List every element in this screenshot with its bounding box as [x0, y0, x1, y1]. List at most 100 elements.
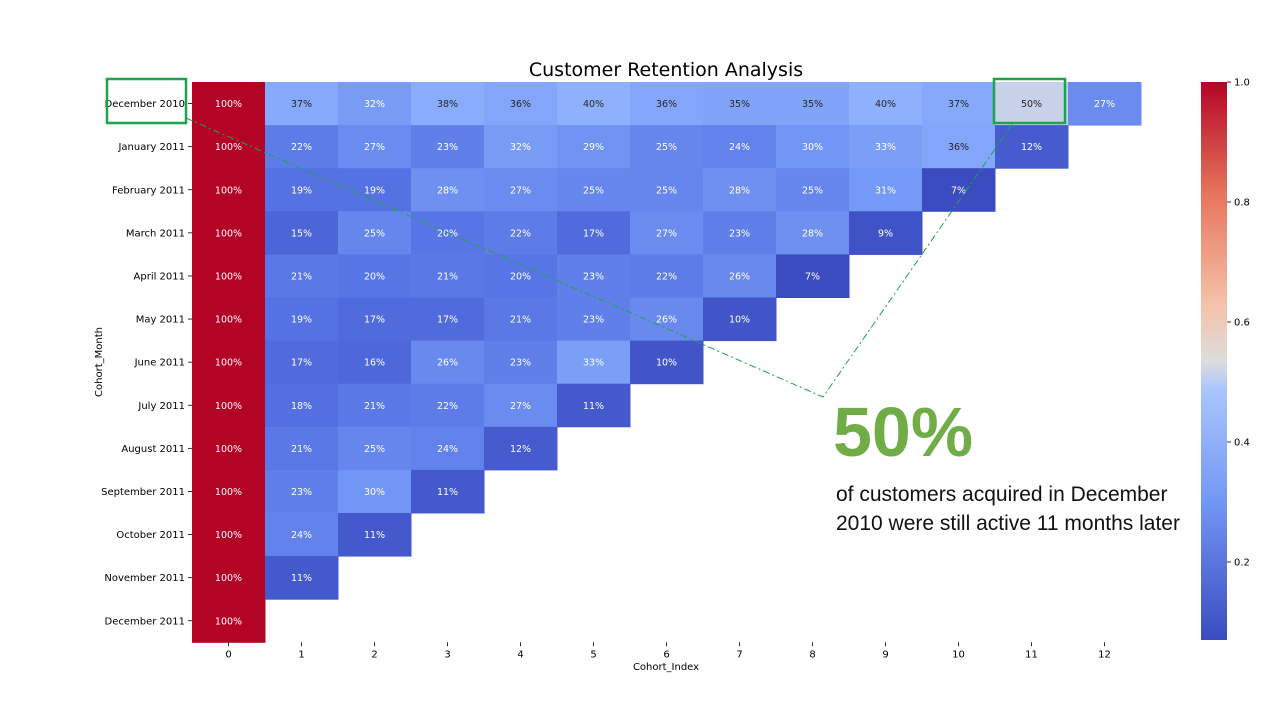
cell-value-label: 100% — [215, 315, 242, 326]
cell-value-label: 27% — [510, 185, 531, 196]
cell-value-label: 12% — [510, 444, 531, 455]
x-tick-label: 0 — [225, 649, 231, 660]
cell-value-label: 22% — [656, 271, 677, 282]
heatmap-cell — [484, 125, 558, 169]
x-tick-label: 10 — [952, 649, 965, 660]
heatmap-cell — [265, 426, 339, 471]
cell-value-label: 11% — [437, 487, 458, 498]
cell-value-label: 10% — [729, 315, 750, 326]
cell-value-label: 23% — [291, 487, 312, 498]
heatmap-cell — [776, 254, 850, 298]
heatmap-cell — [411, 254, 485, 298]
cell-value-label: 17% — [583, 228, 604, 239]
x-tick-label: 6 — [663, 649, 669, 660]
cell-value-label: 100% — [215, 487, 242, 498]
heatmap-cell — [776, 211, 850, 255]
heatmap-cell — [192, 297, 266, 342]
chart-title: Customer Retention Analysis — [529, 59, 803, 81]
cell-value-label: 26% — [656, 315, 677, 326]
y-tick-label: December 2010 — [105, 99, 185, 110]
x-tick-label: 5 — [590, 649, 596, 660]
cell-value-label: 27% — [510, 401, 531, 412]
heatmap-cell — [411, 340, 485, 385]
cell-value-label: 20% — [510, 271, 531, 282]
heatmap-cell — [484, 383, 558, 428]
heatmap-cell — [338, 125, 412, 169]
y-tick-label: May 2011 — [136, 315, 185, 326]
heatmap-cell — [484, 211, 558, 255]
x-tick-label: 12 — [1098, 649, 1111, 660]
cell-value-label: 24% — [437, 444, 458, 455]
heatmap-cell — [703, 254, 777, 298]
cell-value-label: 100% — [215, 271, 242, 282]
heatmap-cell — [557, 125, 631, 169]
heatmap-cell — [703, 125, 777, 169]
heatmap-cell — [265, 556, 339, 600]
cell-value-label: 35% — [729, 99, 750, 110]
colorbar-tick-label: 0.4 — [1234, 438, 1250, 449]
cell-value-label: 26% — [729, 271, 750, 282]
cell-value-label: 19% — [364, 185, 385, 196]
heatmap-cell — [411, 125, 485, 169]
cell-value-label: 11% — [583, 401, 604, 412]
colorbar-tick-label: 0.2 — [1234, 558, 1250, 569]
callout-connector-line — [185, 117, 1014, 398]
heatmap-cell — [703, 297, 777, 342]
heatmap-cell — [776, 125, 850, 169]
heatmap-cell — [192, 82, 266, 126]
heatmap-cell — [484, 426, 558, 471]
cell-value-label: 100% — [215, 228, 242, 239]
x-tick-label: 3 — [444, 649, 450, 660]
heatmap-cell — [995, 82, 1069, 126]
heatmap-cell — [338, 82, 412, 126]
heatmap-cell — [192, 426, 266, 471]
cell-value-label: 38% — [437, 99, 458, 110]
heatmap-cell — [557, 383, 631, 428]
cell-value-label: 40% — [875, 99, 896, 110]
cell-value-label: 100% — [215, 185, 242, 196]
cell-value-label: 100% — [215, 530, 242, 541]
heatmap-cell — [338, 426, 412, 471]
heatmap-cell — [776, 168, 850, 212]
cell-value-label: 24% — [291, 530, 312, 541]
heatmap-cell — [192, 469, 266, 514]
highlight-box-cell — [992, 77, 1067, 125]
heatmap-cell — [265, 82, 339, 126]
y-axis-label: Cohort_Month — [94, 327, 105, 397]
x-tick-label: 11 — [1025, 649, 1038, 660]
heatmap-cell — [411, 469, 485, 514]
cell-value-label: 18% — [291, 401, 312, 412]
cell-value-label: 36% — [948, 142, 969, 153]
cell-value-label: 7% — [951, 185, 966, 196]
heatmap-cell — [192, 168, 266, 212]
cell-value-label: 11% — [364, 530, 385, 541]
x-tick-label: 4 — [517, 649, 523, 660]
cell-value-label: 17% — [364, 315, 385, 326]
colorbar-tick-label: 0.8 — [1234, 198, 1250, 209]
heatmap-cell — [192, 254, 266, 298]
cell-value-label: 7% — [805, 271, 820, 282]
heatmap-cell — [265, 297, 339, 342]
y-tick-label: August 2011 — [121, 444, 185, 455]
cell-value-label: 10% — [656, 358, 677, 369]
cell-value-label: 19% — [291, 315, 312, 326]
cell-value-label: 25% — [656, 185, 677, 196]
cell-value-label: 22% — [291, 142, 312, 153]
heatmap-cell — [265, 168, 339, 212]
cell-value-label: 100% — [215, 99, 242, 110]
cell-value-label: 25% — [583, 185, 604, 196]
heatmap-cell — [557, 168, 631, 212]
heatmap-cell — [338, 513, 412, 557]
heatmap-cell — [411, 426, 485, 471]
cell-value-label: 21% — [291, 444, 312, 455]
heatmap-cell — [192, 211, 266, 255]
y-tick-label: July 2011 — [137, 401, 185, 412]
cell-value-label: 15% — [291, 228, 312, 239]
cell-value-label: 21% — [437, 271, 458, 282]
heatmap-cell — [849, 168, 923, 212]
cell-value-label: 23% — [583, 271, 604, 282]
cell-value-label: 26% — [437, 358, 458, 369]
cell-value-label: 100% — [215, 358, 242, 369]
cell-value-label: 25% — [802, 185, 823, 196]
cell-value-label: 25% — [364, 228, 385, 239]
